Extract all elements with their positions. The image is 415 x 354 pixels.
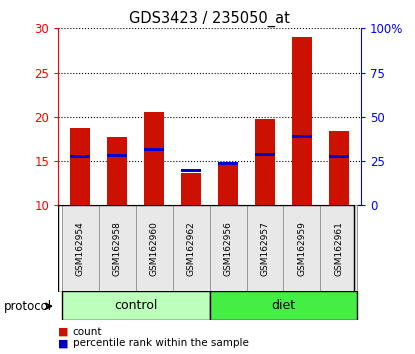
Bar [210,291,357,320]
Bar [107,154,127,157]
Bar [144,148,164,151]
Bar [283,205,320,292]
Bar [70,155,90,158]
Bar [329,155,349,158]
Text: ■: ■ [58,338,68,348]
Bar [181,169,201,172]
Bar [144,113,164,205]
Bar [181,173,201,205]
Bar [329,131,349,205]
Text: GSM162962: GSM162962 [187,221,195,276]
Text: GSM162956: GSM162956 [224,221,232,276]
Bar [210,205,247,292]
Bar [255,153,275,156]
Text: protocol: protocol [4,300,52,313]
Bar [62,205,99,292]
Bar [173,205,210,292]
Text: percentile rank within the sample: percentile rank within the sample [73,338,249,348]
Bar [107,137,127,205]
Text: ■: ■ [58,327,68,337]
Bar [218,162,238,165]
Text: GSM162961: GSM162961 [334,221,343,276]
Bar [292,37,312,205]
Bar [70,129,90,205]
Bar [247,205,283,292]
Bar [62,291,210,320]
Bar [218,163,238,205]
Bar [292,135,312,138]
Text: GSM162957: GSM162957 [261,221,269,276]
Bar [99,205,136,292]
Text: GSM162960: GSM162960 [150,221,159,276]
Bar [320,205,357,292]
Text: diet: diet [271,299,295,312]
Text: count: count [73,327,102,337]
Bar [255,119,275,205]
Text: GSM162958: GSM162958 [113,221,122,276]
Text: control: control [114,299,157,312]
Bar [136,205,173,292]
Title: GDS3423 / 235050_at: GDS3423 / 235050_at [129,11,290,27]
Text: GSM162954: GSM162954 [76,221,85,276]
Text: GSM162959: GSM162959 [298,221,306,276]
